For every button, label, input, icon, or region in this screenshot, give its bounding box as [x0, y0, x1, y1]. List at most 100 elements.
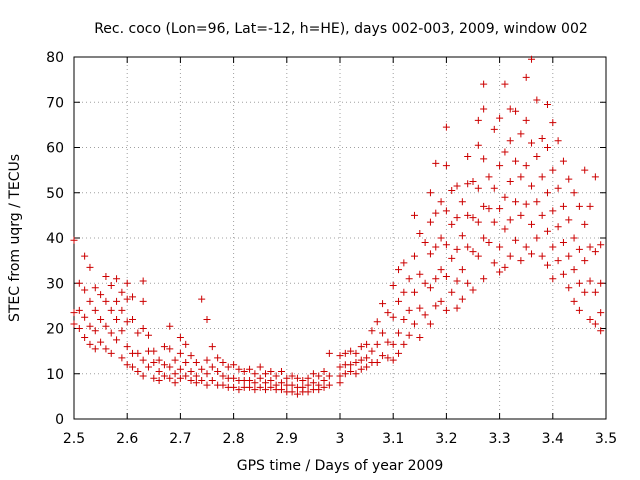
- data-point: [549, 243, 557, 251]
- data-point: [591, 248, 599, 256]
- data-point: [198, 365, 206, 373]
- data-point: [155, 356, 163, 364]
- data-point: [543, 227, 551, 235]
- data-point: [474, 141, 482, 149]
- data-point: [277, 386, 285, 394]
- data-point: [464, 153, 472, 161]
- data-point: [203, 370, 211, 378]
- data-point: [325, 372, 333, 380]
- y-tick-label: 40: [46, 231, 64, 247]
- data-point: [251, 386, 259, 394]
- data-point: [97, 338, 105, 346]
- data-point: [522, 200, 530, 208]
- data-point: [559, 270, 567, 278]
- data-point: [81, 286, 89, 294]
- data-point: [528, 182, 536, 190]
- data-point: [379, 329, 387, 337]
- data-point: [113, 275, 121, 283]
- data-point: [591, 320, 599, 328]
- data-point: [581, 257, 589, 265]
- data-point: [586, 315, 594, 323]
- data-point: [549, 275, 557, 283]
- data-point: [81, 334, 89, 342]
- data-point: [453, 245, 461, 253]
- data-point: [501, 80, 509, 88]
- data-point: [86, 322, 94, 330]
- data-point: [150, 347, 158, 355]
- data-point: [192, 358, 200, 366]
- data-point: [336, 372, 344, 380]
- data-point: [565, 284, 573, 292]
- data-point: [559, 157, 567, 165]
- data-point: [458, 198, 466, 206]
- data-point: [256, 363, 264, 371]
- y-tick-label: 50: [46, 186, 64, 202]
- data-point: [597, 327, 605, 335]
- data-point: [214, 367, 222, 375]
- data-point: [336, 352, 344, 360]
- data-point: [410, 211, 418, 219]
- data-point: [496, 243, 504, 251]
- data-point: [97, 315, 105, 323]
- data-point: [320, 383, 328, 391]
- data-point: [410, 288, 418, 296]
- data-point: [107, 349, 115, 357]
- data-point: [379, 300, 387, 308]
- data-point: [416, 229, 424, 237]
- data-point: [469, 214, 477, 222]
- data-point: [501, 193, 509, 201]
- data-point: [288, 372, 296, 380]
- data-point: [549, 166, 557, 174]
- data-point: [81, 313, 89, 321]
- data-point: [506, 216, 514, 224]
- data-point: [107, 329, 115, 337]
- data-point: [549, 207, 557, 215]
- data-point: [458, 232, 466, 240]
- data-point: [246, 365, 254, 373]
- data-point: [389, 282, 397, 290]
- data-point: [320, 367, 328, 375]
- data-point: [437, 198, 445, 206]
- data-point: [208, 343, 216, 351]
- data-point: [506, 137, 514, 145]
- data-point: [517, 211, 525, 219]
- data-point: [166, 322, 174, 330]
- data-point: [368, 347, 376, 355]
- data-point: [512, 198, 520, 206]
- data-point: [559, 239, 567, 247]
- data-point: [581, 166, 589, 174]
- data-point: [421, 279, 429, 287]
- data-point: [591, 173, 599, 181]
- data-point: [480, 234, 488, 242]
- data-point: [75, 279, 83, 287]
- data-point: [421, 239, 429, 247]
- data-point: [203, 356, 211, 364]
- data-point: [75, 325, 83, 332]
- data-point: [410, 252, 418, 260]
- data-point: [400, 259, 408, 267]
- data-point: [469, 177, 477, 185]
- data-point: [570, 234, 578, 242]
- data-point: [134, 329, 142, 337]
- data-point: [586, 202, 594, 210]
- data-point: [352, 370, 360, 378]
- data-point: [256, 374, 264, 382]
- data-point: [549, 119, 557, 127]
- data-point: [538, 173, 546, 181]
- data-point: [416, 270, 424, 278]
- data-point: [533, 96, 541, 104]
- data-point: [309, 370, 317, 378]
- data-point: [363, 363, 371, 371]
- data-point: [325, 381, 333, 389]
- data-point: [389, 313, 397, 321]
- data-point: [464, 180, 472, 188]
- axis-ticks: 2.5 2.6 2.7 2.8 2.9 3 3.1 3.2 3.3 3.4 3.5 0 10 20 30 40…: [46, 50, 617, 447]
- data-point: [357, 365, 365, 373]
- data-point: [262, 386, 270, 394]
- data-point: [363, 354, 371, 362]
- data-point: [442, 306, 450, 314]
- data-point: [171, 370, 179, 378]
- data-point: [528, 250, 536, 258]
- y-tick-label: 30: [46, 276, 64, 292]
- data-point: [480, 155, 488, 163]
